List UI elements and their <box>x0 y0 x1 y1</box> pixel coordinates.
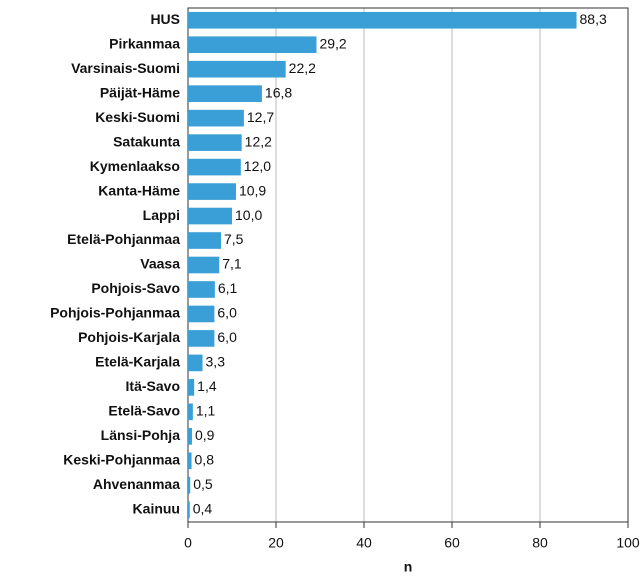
bar <box>188 11 577 29</box>
value-label: 6,1 <box>218 280 238 296</box>
value-label: 16,8 <box>265 84 292 100</box>
bar <box>188 109 244 127</box>
bar <box>188 134 242 151</box>
value-label: 0,4 <box>193 500 213 516</box>
bar <box>188 305 215 323</box>
x-tick-label: 100 <box>616 535 640 551</box>
y-tick-label: Pohjois-Savo <box>91 280 180 296</box>
x-axis-label: n <box>404 559 413 575</box>
value-label: 88,3 <box>580 11 607 27</box>
bar <box>188 36 317 54</box>
x-tick-label: 20 <box>268 535 284 551</box>
bar <box>188 232 221 249</box>
y-tick-label: Pohjois-Karjala <box>78 329 180 345</box>
y-tick-label: HUS <box>150 11 180 27</box>
value-label: 12,0 <box>244 158 271 174</box>
value-label: 6,0 <box>217 305 237 321</box>
value-label: 3,3 <box>206 354 226 370</box>
value-label: 12,2 <box>245 133 272 149</box>
x-tick-label: 80 <box>532 535 548 551</box>
bar <box>188 403 193 421</box>
y-tick-label: Ahvenanmaa <box>93 476 180 492</box>
bar <box>188 428 192 445</box>
bar <box>188 183 236 200</box>
bar <box>188 501 190 519</box>
x-tick-label: 60 <box>444 535 460 551</box>
value-label: 0,5 <box>193 476 213 492</box>
x-tick-label: 0 <box>184 535 192 551</box>
y-tick-label: Itä-Savo <box>126 378 180 394</box>
y-tick-label: Päijät-Häme <box>100 84 180 100</box>
y-tick-label: Pohjois-Pohjanmaa <box>50 305 180 321</box>
value-label: 7,1 <box>222 256 242 272</box>
value-label: 1,1 <box>196 403 216 419</box>
value-label: 0,9 <box>195 427 215 443</box>
bar <box>188 207 232 225</box>
x-tick-label: 40 <box>356 535 372 551</box>
bar <box>188 379 195 396</box>
bar <box>188 354 203 372</box>
bar <box>188 60 286 78</box>
y-tick-label: Etelä-Karjala <box>95 354 180 370</box>
y-tick-label: Keski-Pohjanmaa <box>63 452 180 468</box>
y-tick-label: Satakunta <box>113 133 180 149</box>
y-tick-label: Etelä-Pohjanmaa <box>67 231 180 247</box>
value-label: 10,9 <box>239 182 266 198</box>
bar <box>188 158 241 176</box>
value-label: 29,2 <box>319 35 346 51</box>
y-tick-label: Kanta-Häme <box>98 182 180 198</box>
value-label: 22,2 <box>289 60 316 76</box>
bar <box>188 85 262 102</box>
value-label: 12,7 <box>247 109 274 125</box>
bar <box>188 476 191 494</box>
y-tick-label: Pirkanmaa <box>109 35 180 51</box>
plot-frame <box>187 7 629 523</box>
value-label: 6,0 <box>217 329 237 345</box>
value-label: 1,4 <box>197 378 217 394</box>
value-label: 0,8 <box>195 452 215 468</box>
y-tick-label: Keski-Suomi <box>95 109 180 125</box>
bar <box>188 256 220 274</box>
bar <box>188 281 215 298</box>
y-tick-label: Etelä-Savo <box>108 403 180 419</box>
bar <box>188 330 215 347</box>
y-tick-label: Kainuu <box>133 500 180 516</box>
bar <box>188 452 192 470</box>
value-label: 7,5 <box>224 231 244 247</box>
value-label: 10,0 <box>235 207 262 223</box>
y-tick-label: Lappi <box>143 207 180 223</box>
y-tick-label: Länsi-Pohja <box>101 427 181 443</box>
y-tick-label: Kymenlaakso <box>90 158 180 174</box>
y-tick-label: Varsinais-Suomi <box>71 60 180 76</box>
y-tick-label: Vaasa <box>140 256 180 272</box>
